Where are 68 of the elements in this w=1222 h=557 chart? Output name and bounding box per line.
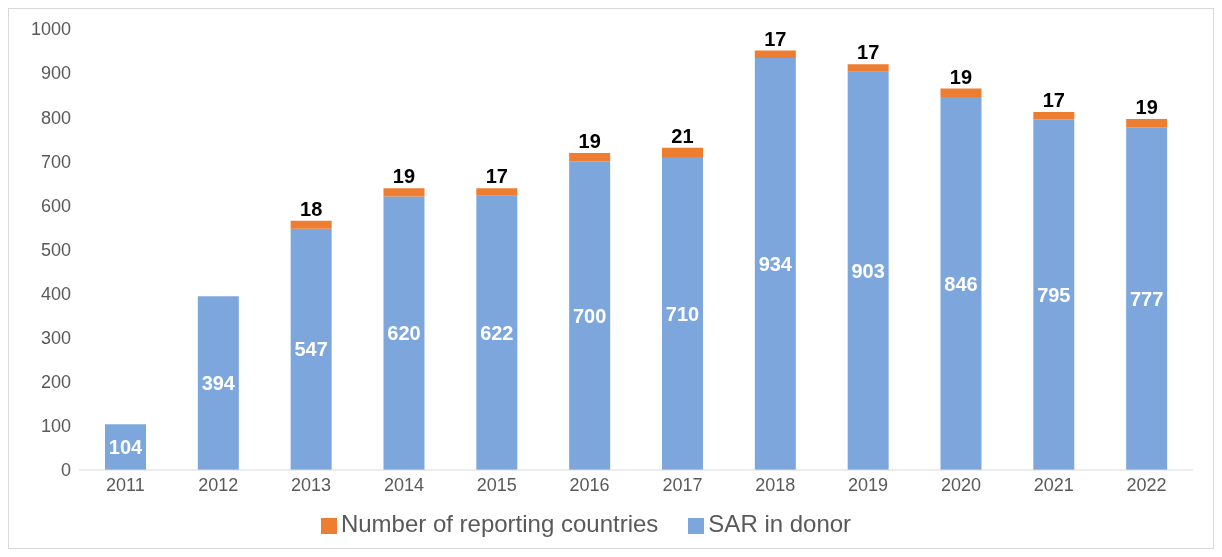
bar <box>1033 111 1075 120</box>
x-tick-label: 2020 <box>940 474 981 495</box>
x-tick-label: 2022 <box>1126 474 1167 495</box>
y-tick-label: 700 <box>40 151 71 172</box>
x-tick-label: 2015 <box>476 474 517 495</box>
bar <box>383 188 425 197</box>
data-label: 547 <box>294 338 328 361</box>
data-label: 700 <box>572 304 607 327</box>
bar <box>569 152 611 162</box>
legend-label: SAR in donor <box>708 510 852 537</box>
data-label: 394 <box>201 372 236 395</box>
y-tick-label: 400 <box>40 283 71 304</box>
bar <box>754 50 796 59</box>
data-label: 903 <box>851 259 885 282</box>
x-tick-label: 2021 <box>1033 474 1074 495</box>
bar <box>847 71 889 470</box>
data-label: 17 <box>485 165 508 188</box>
y-tick-label: 100 <box>40 416 71 437</box>
data-label: 19 <box>1135 95 1158 118</box>
bar <box>847 64 889 72</box>
data-label: 17 <box>1042 88 1065 111</box>
data-label: 104 <box>108 436 144 459</box>
bar <box>661 147 703 157</box>
data-label: 19 <box>949 65 973 88</box>
bar <box>940 96 982 470</box>
bar <box>290 228 332 470</box>
data-label: 777 <box>1129 287 1164 310</box>
bar <box>1126 118 1168 128</box>
data-label: 19 <box>392 165 416 188</box>
bar <box>754 58 796 470</box>
x-tick-label: 2014 <box>383 474 424 495</box>
bar <box>661 156 703 470</box>
y-tick-label: 1000 <box>30 19 71 40</box>
y-tick-label: 600 <box>40 195 71 216</box>
y-tick-label: 0 <box>60 460 71 481</box>
x-tick-label: 2019 <box>848 474 889 495</box>
x-tick-label: 2018 <box>755 474 796 495</box>
data-label: 17 <box>764 27 787 50</box>
y-tick-label: 300 <box>40 328 71 349</box>
data-label: 795 <box>1037 283 1071 306</box>
x-tick-label: 2012 <box>198 474 239 495</box>
bar <box>940 88 982 97</box>
y-tick-label: 800 <box>40 107 71 128</box>
bar <box>1033 119 1075 470</box>
legend-label: Number of reporting countries <box>340 510 659 537</box>
data-label: 622 <box>480 321 514 344</box>
y-tick-label: 500 <box>40 239 71 260</box>
data-label: 620 <box>387 322 421 345</box>
data-label: 934 <box>758 253 793 276</box>
x-tick-label: 2016 <box>569 474 610 495</box>
x-tick-label: 2013 <box>291 474 332 495</box>
bar <box>197 296 239 470</box>
bar <box>476 188 518 196</box>
x-tick-label: 2011 <box>106 474 145 495</box>
bar <box>569 161 611 470</box>
bar <box>1126 127 1168 470</box>
data-label: 17 <box>857 41 880 64</box>
data-label: 710 <box>665 302 700 325</box>
y-tick-label: 200 <box>40 372 71 393</box>
y-tick-label: 900 <box>40 63 71 84</box>
data-label: 21 <box>671 124 694 147</box>
data-label: 18 <box>300 197 323 220</box>
bar <box>290 220 332 229</box>
bar <box>383 196 425 470</box>
data-label: 19 <box>578 129 601 152</box>
x-tick-label: 2017 <box>662 474 703 495</box>
bar <box>476 195 518 470</box>
data-label: 846 <box>944 272 978 295</box>
